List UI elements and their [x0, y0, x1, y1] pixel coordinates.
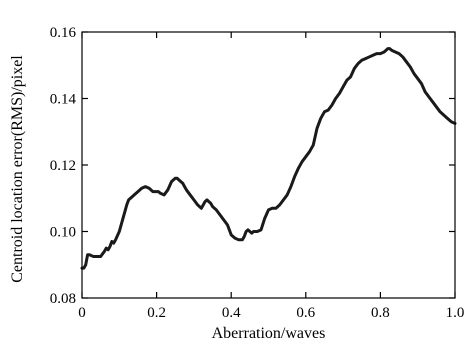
y-axis-title: Centroid location error(RMS)/pixel	[9, 55, 26, 283]
x-axis-title: Aberration/waves	[212, 325, 326, 342]
y-tick-label: 0.14	[50, 92, 77, 108]
series-layer	[80, 47, 457, 270]
x-tick-label: 1.0	[446, 305, 465, 321]
y-tick-label: 0.08	[50, 291, 76, 307]
series-line	[80, 47, 457, 270]
y-tick-label: 0.10	[50, 225, 76, 241]
plot-frame	[81, 31, 456, 299]
x-tick-label: 0.6	[296, 305, 315, 321]
y-axis-ticks	[82, 31, 455, 299]
x-tick-label: 0	[78, 305, 86, 321]
y-tick-label: 0.16	[50, 25, 77, 41]
x-axis-ticks	[81, 32, 456, 298]
x-tick-label: 0.2	[147, 305, 166, 321]
y-tick-label: 0.12	[50, 158, 76, 174]
x-tick-label: 0.8	[371, 305, 390, 321]
y-axis-tick-labels: 0.08 0.10 0.12 0.14 0.16	[50, 25, 77, 307]
x-axis-tick-labels: 0 0.2 0.4 0.6 0.8 1.0	[78, 305, 464, 321]
x-tick-label: 0.4	[222, 305, 241, 321]
